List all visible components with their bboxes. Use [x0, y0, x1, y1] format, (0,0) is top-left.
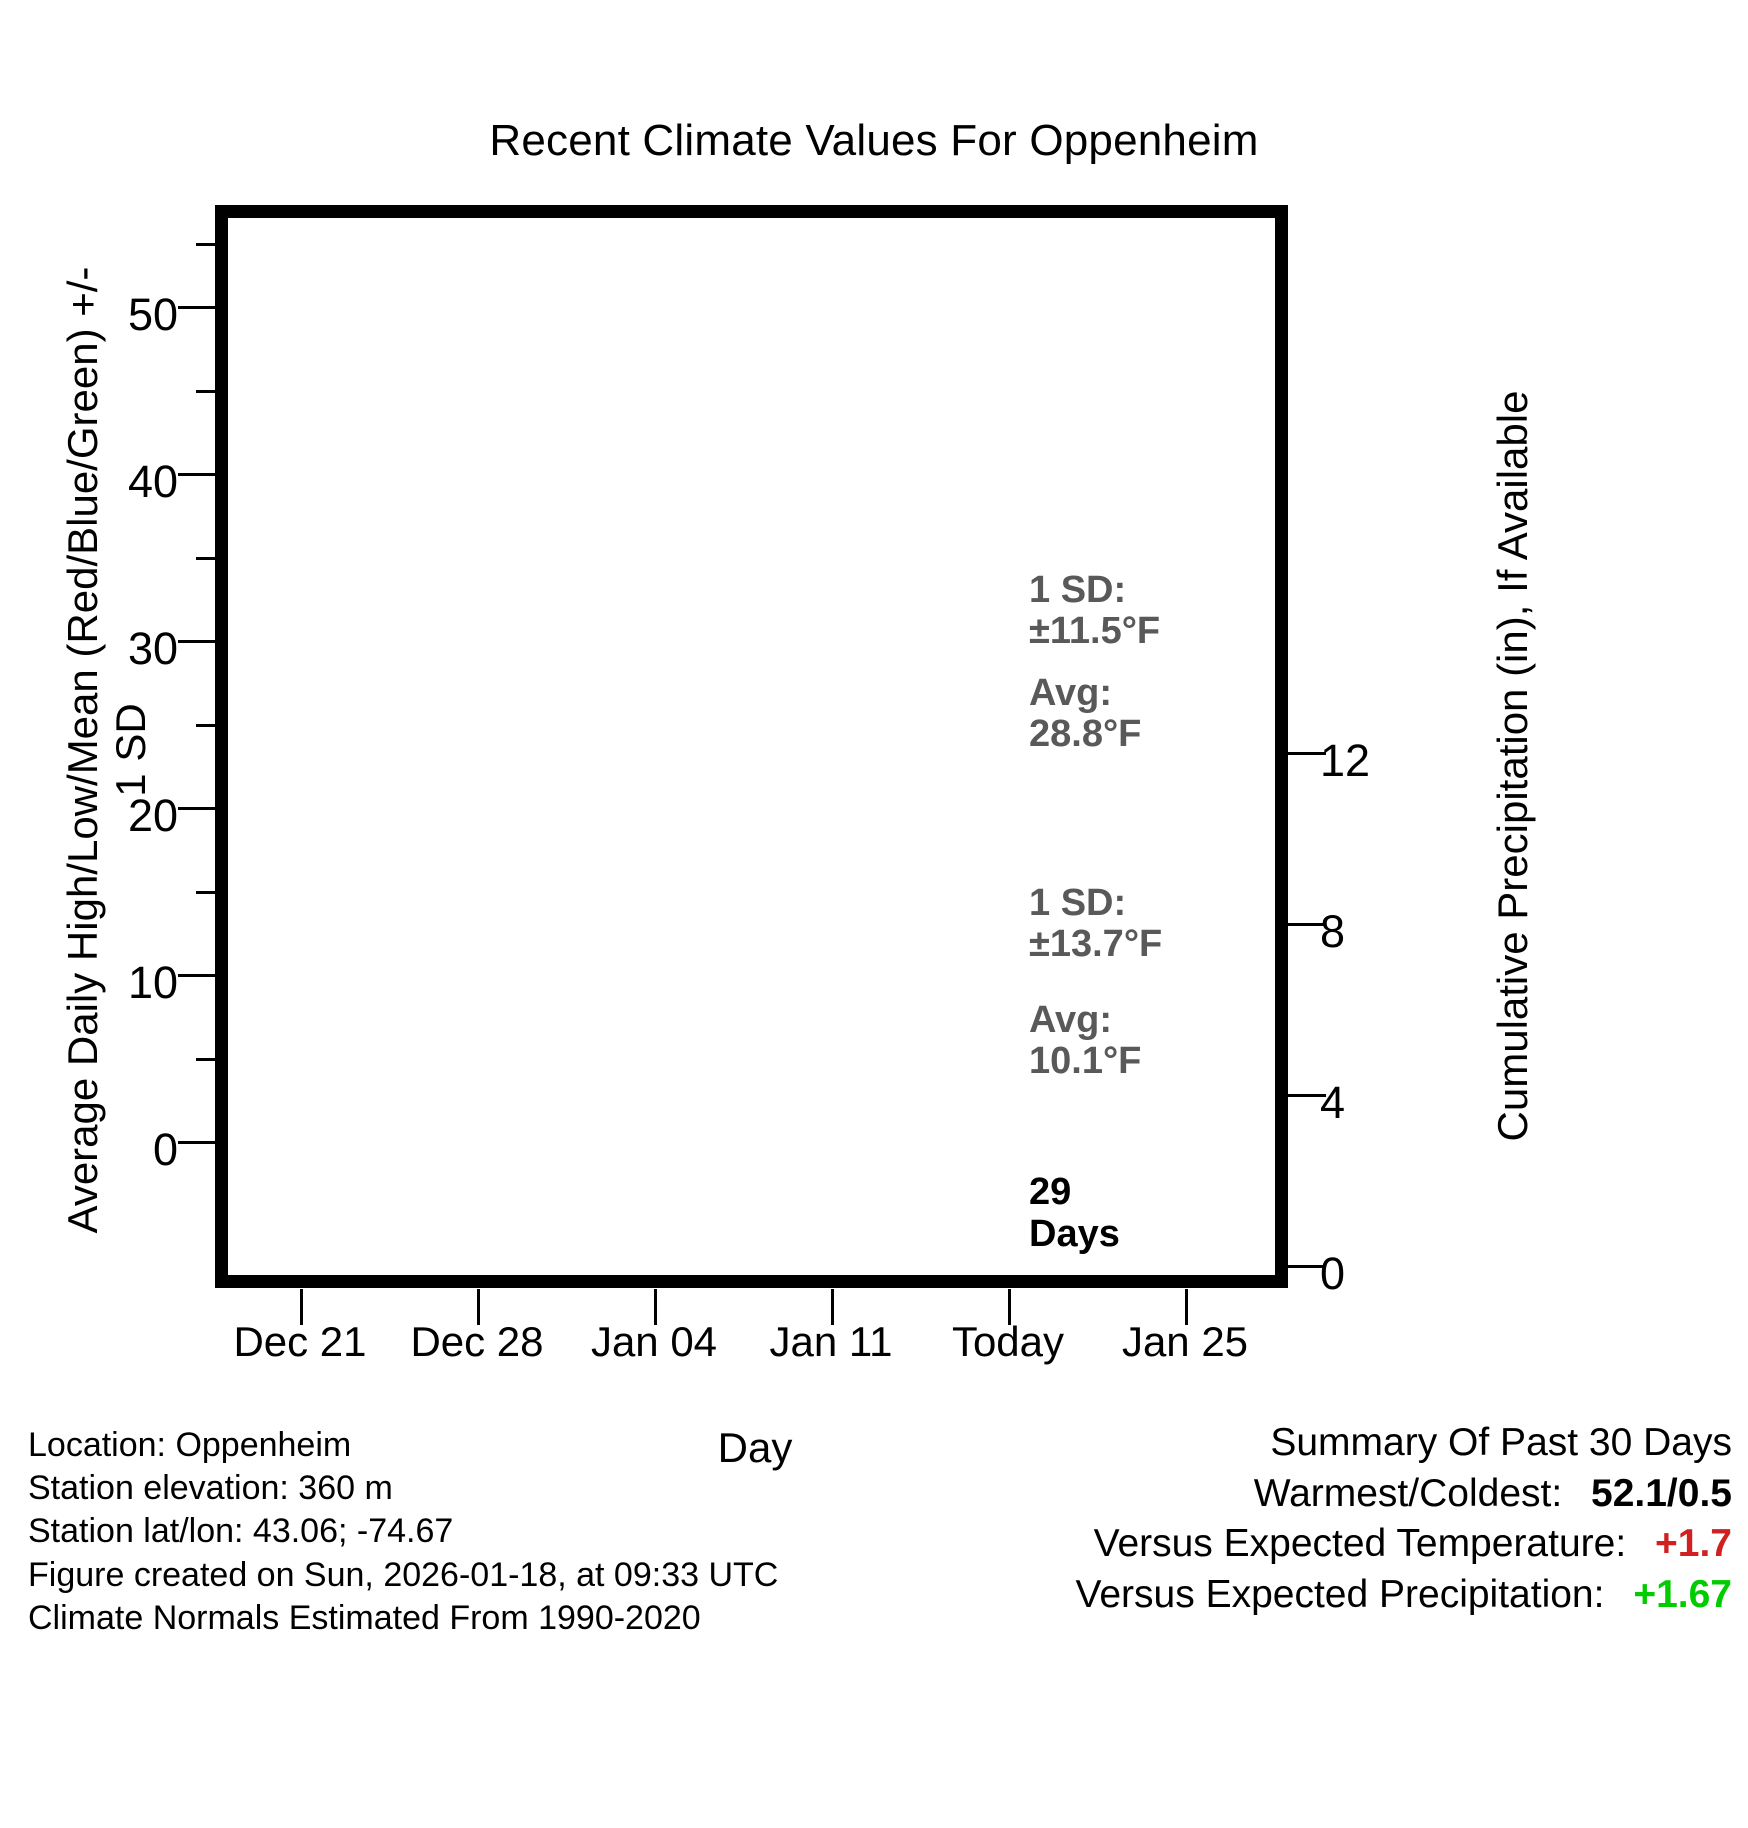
warmest-coldest-label: Warmest/Coldest: [1253, 1471, 1563, 1515]
warmest-coldest-value: 52.1/0.5 [1591, 1471, 1732, 1515]
axis-tick [196, 724, 216, 727]
high-sd-value: ±11.5°F [1029, 610, 1161, 653]
low-avg-value: 10.1°F [1029, 1040, 1142, 1083]
days-count: 29 [1029, 1171, 1072, 1213]
y2-tick-0: 0 [1320, 1248, 1346, 1299]
y2-axis-label: Cumulative Precipitation (in), If Availa… [1489, 390, 1536, 1142]
y-tick-10: 10 [127, 957, 178, 1008]
axis-tick [178, 306, 216, 309]
footer-elevation: Station elevation: 360 m [28, 1469, 393, 1508]
high-avg-value: 28.8°F [1029, 713, 1142, 756]
axis-tick [196, 390, 216, 393]
high-sd-annotation: 1 SD: ±11.5°F [1029, 569, 1161, 653]
axis-tick [196, 557, 216, 560]
axis-tick [1008, 1289, 1011, 1325]
axis-tick [477, 1289, 480, 1325]
chart-title: Recent Climate Values For Oppenheim [489, 116, 1259, 165]
axis-tick [178, 807, 216, 810]
axis-tick [178, 1141, 216, 1144]
high-avg-annotation: Avg: 28.8°F [1029, 672, 1142, 756]
axis-tick [831, 1289, 834, 1325]
y-tick-50: 50 [127, 289, 178, 340]
y2-tick-4: 4 [1320, 1077, 1346, 1128]
high-sd-label: 1 SD: [1029, 569, 1127, 611]
summary-heading: Summary Of Past 30 Days [1270, 1421, 1732, 1464]
temp-anomaly-value: +1.7 [1655, 1522, 1732, 1566]
x-tick-jan11: Jan 11 [769, 1318, 893, 1365]
axis-tick [1185, 1289, 1188, 1325]
axis-tick [196, 243, 216, 246]
low-sd-value: ±13.7°F [1029, 923, 1163, 966]
y-tick-20: 20 [127, 790, 178, 841]
axis-tick [178, 473, 216, 476]
summary-temp-anomaly: Versus Expected Temperature: +1.7 [1076, 1519, 1732, 1570]
axis-tick [1288, 923, 1326, 926]
temp-anomaly-label: Versus Expected Temperature: [1093, 1522, 1627, 1566]
x-axis-label: Day [717, 1424, 793, 1471]
low-sd-annotation: 1 SD: ±13.7°F [1029, 882, 1163, 966]
low-avg-label: Avg: [1029, 999, 1113, 1041]
y-tick-0: 0 [152, 1124, 178, 1175]
x-tick-jan04: Jan 04 [590, 1318, 718, 1365]
axis-tick [1288, 1265, 1326, 1268]
days-word: Days [1029, 1212, 1120, 1255]
footer-created: Figure created on Sun, 2026-01-18, at 09… [28, 1555, 779, 1594]
x-tick-dec28: Dec 28 [410, 1318, 544, 1365]
axis-tick [654, 1289, 657, 1325]
summary-precip-anomaly: Versus Expected Precipitation: +1.67 [1076, 1570, 1733, 1621]
low-avg-annotation: Avg: 10.1°F [1029, 999, 1142, 1083]
axis-tick [178, 640, 216, 643]
x-tick-jan25: Jan 25 [1121, 1318, 1249, 1365]
footer-station-info: Location: Oppenheim Station elevation: 3… [28, 1424, 778, 1640]
y-tick-40: 40 [127, 456, 178, 507]
axis-tick [300, 1289, 303, 1325]
axis-tick [196, 891, 216, 894]
footer-summary: Summary Of Past 30 Days Warmest/Coldest:… [1076, 1418, 1733, 1621]
y-tick-30: 30 [127, 623, 178, 674]
axis-tick [178, 974, 216, 977]
y2-tick-8: 8 [1320, 906, 1346, 957]
footer-location: Location: Oppenheim [28, 1426, 352, 1464]
high-avg-label: Avg: [1029, 672, 1113, 714]
x-tick-today: Today [951, 1318, 1065, 1365]
y2-tick-12: 12 [1320, 735, 1371, 786]
precip-anomaly-value: +1.67 [1633, 1573, 1732, 1617]
plot-frame [215, 205, 1288, 1288]
summary-warmest-coldest: Warmest/Coldest: 52.1/0.5 [1076, 1469, 1732, 1520]
x-tick-dec21: Dec 21 [233, 1318, 367, 1365]
footer-latlon: Station lat/lon: 43.06; -74.67 [28, 1512, 454, 1551]
low-sd-label: 1 SD: [1029, 882, 1127, 924]
days-count-annotation: 29 Days [1029, 1171, 1120, 1256]
axis-tick [196, 1058, 216, 1061]
y-axis-label: Average Daily High/Low/Mean (Red/Blue/Gr… [59, 266, 154, 1234]
precip-anomaly-label: Versus Expected Precipitation: [1075, 1573, 1605, 1617]
axis-tick [1288, 752, 1326, 755]
footer-normals: Climate Normals Estimated From 1990-2020 [28, 1598, 701, 1637]
axis-tick [1288, 1094, 1326, 1097]
